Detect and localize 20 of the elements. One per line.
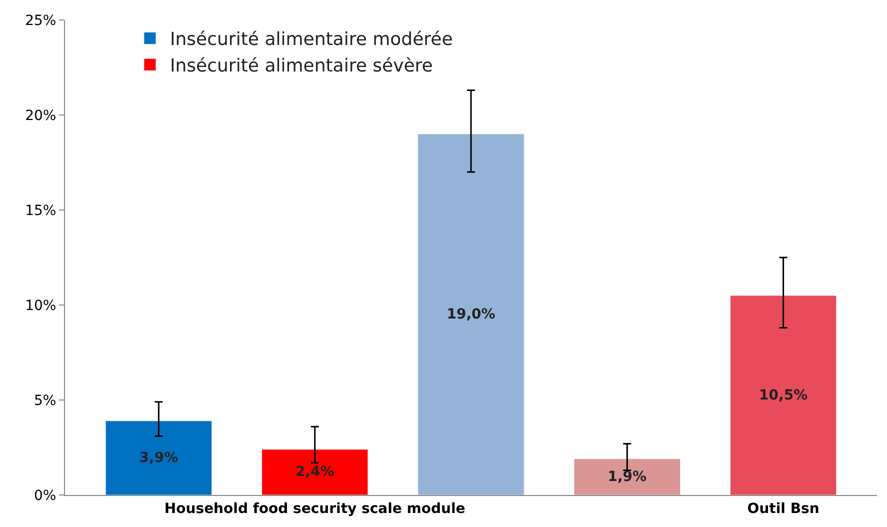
bar [418, 134, 524, 495]
y-tick-label: 20% [25, 108, 56, 124]
bar [574, 458, 680, 495]
y-tick-label: 10% [25, 298, 56, 314]
x-tick-label: Household food security scale module [164, 500, 466, 517]
data-label: 2,4% [295, 464, 334, 480]
data-label: 10,5% [759, 387, 808, 404]
y-tick-label: 5% [34, 392, 56, 409]
legend-label: Insécurité alimentaire sévère [170, 56, 433, 77]
bar [262, 449, 368, 495]
y-tick-label: 25% [25, 12, 56, 29]
data-label: 3,9% [139, 450, 178, 466]
y-tick-label: 0% [34, 488, 56, 504]
bar [730, 295, 837, 495]
x-tick-label: Outil Bsn [747, 500, 820, 517]
data-label: 1,9% [608, 468, 647, 485]
bar [105, 420, 212, 495]
y-tick-label: 15% [25, 202, 56, 219]
legend-label: Insécurité alimentaire modérée [170, 29, 453, 50]
data-label: 19,0% [446, 306, 496, 322]
